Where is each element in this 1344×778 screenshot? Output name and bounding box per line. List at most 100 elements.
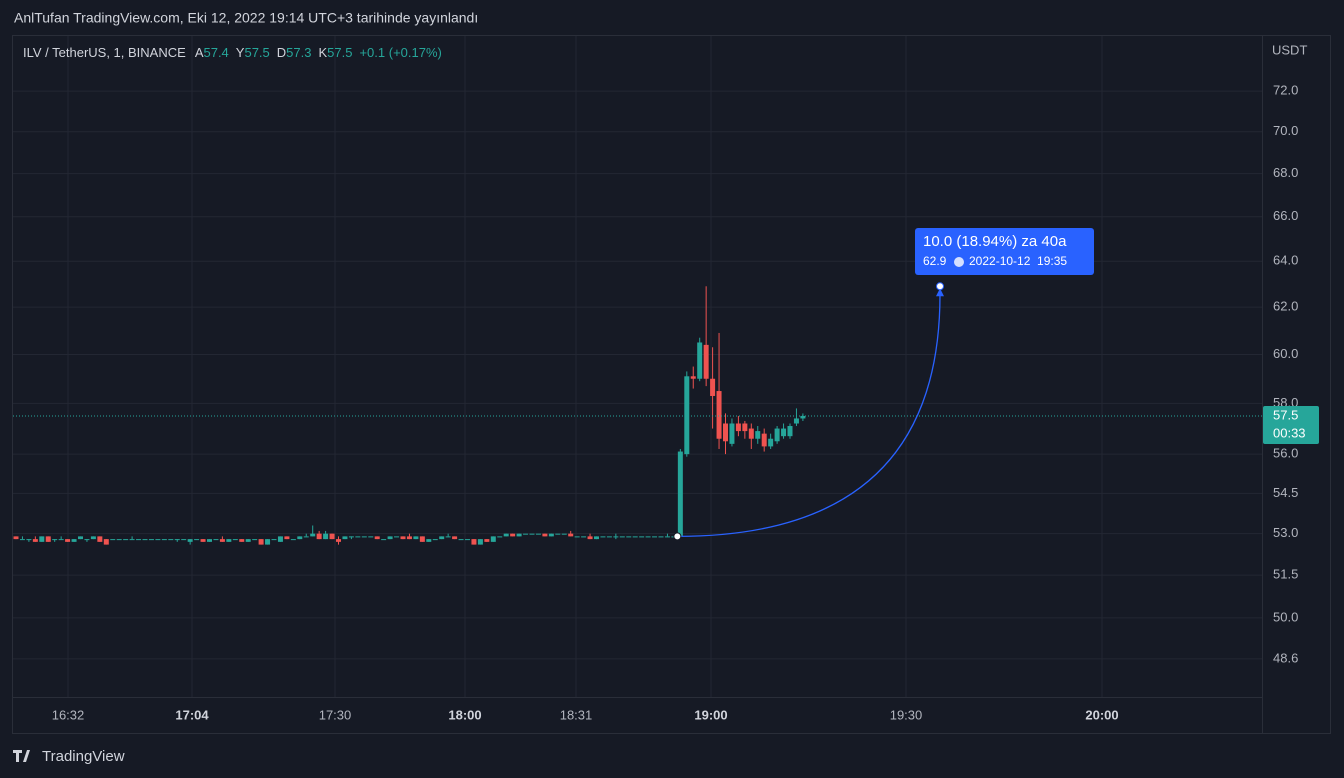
y-tick-label: 68.0 — [1273, 165, 1298, 180]
candle-body — [768, 438, 774, 447]
candle-body — [439, 536, 445, 540]
candle-body — [723, 423, 728, 442]
candle-body — [568, 533, 574, 537]
candle-body — [445, 536, 451, 538]
candle-body — [316, 533, 322, 540]
chart-frame — [12, 35, 1331, 734]
candle-body — [161, 539, 167, 541]
candle-body — [561, 533, 567, 535]
candle-body — [626, 536, 632, 538]
published-header: AnlTufan TradingView.com, Eki 12, 2022 1… — [14, 10, 478, 26]
candle-body — [548, 533, 554, 537]
candle-body — [477, 539, 483, 545]
candle-body — [174, 539, 180, 541]
candle-body — [690, 376, 696, 379]
x-tick-label: 18:00 — [448, 707, 481, 722]
symbol-legend: ILV / TetherUS, 1, BINANCE A57.4 Y57.5 D57.… — [23, 45, 442, 60]
candle-body — [142, 539, 148, 541]
candle-body — [761, 433, 767, 447]
x-tick-label: 17:30 — [319, 707, 352, 722]
candle-body — [497, 536, 503, 538]
candle-body — [755, 431, 761, 439]
candle-body — [226, 539, 232, 542]
candle-body — [265, 539, 271, 545]
candle-body — [45, 536, 51, 542]
candle-body — [200, 539, 206, 542]
candle-body — [148, 539, 154, 541]
x-tick-label: 16:32 — [52, 707, 85, 722]
candle-body — [639, 536, 645, 538]
x-tick-label: 20:00 — [1085, 707, 1118, 722]
candle-body — [232, 539, 238, 541]
candle-body — [535, 533, 541, 535]
candle-body — [97, 536, 103, 542]
candle-body — [742, 423, 748, 432]
ohlc-label: D — [277, 45, 286, 60]
x-tick-label: 19:00 — [694, 707, 727, 722]
candle-body — [664, 536, 670, 538]
candle-body — [194, 539, 200, 541]
x-tick-label: 19:30 — [890, 707, 923, 722]
measure-arrowhead — [936, 288, 944, 297]
candle-body — [336, 539, 341, 542]
candle-body — [78, 536, 83, 540]
candle-body — [329, 533, 335, 540]
candle-body — [774, 428, 780, 442]
y-tick-label: 64.0 — [1273, 253, 1298, 268]
candle-body — [52, 539, 58, 541]
candle-body — [632, 536, 638, 538]
candle-body — [213, 539, 219, 541]
y-tick-label: 62.0 — [1273, 299, 1298, 314]
change: +0.1 (+0.17%) — [359, 45, 441, 60]
candle-body — [90, 536, 96, 540]
x-tick-label: 18:31 — [560, 707, 593, 722]
candle-body — [394, 536, 400, 538]
candle-body — [342, 536, 348, 540]
candle-body — [136, 539, 142, 541]
candle-body — [219, 539, 225, 542]
candle-body — [600, 536, 606, 538]
y-tick-label: 53.0 — [1273, 525, 1298, 540]
candle-body — [413, 536, 419, 540]
candle-body — [58, 539, 64, 541]
measure-price: 62.9 — [923, 254, 947, 268]
y-tick-label: 54.5 — [1273, 485, 1298, 500]
candle-body — [387, 536, 393, 540]
candle-body — [574, 536, 580, 538]
candle-body — [168, 539, 174, 541]
candle-body — [19, 539, 25, 541]
candle-body — [697, 342, 703, 379]
ohlc-label: K — [318, 45, 327, 60]
candle-body — [207, 539, 212, 542]
candle-body — [13, 536, 19, 540]
y-tick-label: 70.0 — [1273, 123, 1298, 138]
candle-body — [606, 536, 612, 538]
ohlc-value: 57.5 — [244, 45, 269, 60]
y-tick-label: 51.5 — [1273, 567, 1298, 582]
candle-body — [400, 536, 406, 540]
candle-body — [716, 391, 722, 439]
candle-body — [323, 533, 329, 540]
x-tick-label: 17:04 — [175, 707, 209, 722]
candle-body — [432, 539, 438, 541]
candle-body — [748, 428, 754, 439]
footer-logo — [13, 750, 30, 762]
candle-body — [284, 536, 290, 540]
candle-body — [710, 378, 716, 396]
candle-body — [71, 539, 77, 542]
candle-body — [406, 536, 412, 540]
candle-body — [658, 536, 664, 538]
candle-body — [490, 536, 496, 542]
candle-body — [555, 533, 561, 535]
y-tick-label: 56.0 — [1273, 446, 1298, 461]
candle-body — [426, 539, 432, 542]
candle-body — [703, 344, 709, 379]
candle-body — [781, 428, 787, 437]
candle-body — [381, 539, 387, 541]
candle-body — [465, 539, 470, 541]
candle-body — [26, 539, 32, 541]
candle-body — [516, 533, 522, 537]
